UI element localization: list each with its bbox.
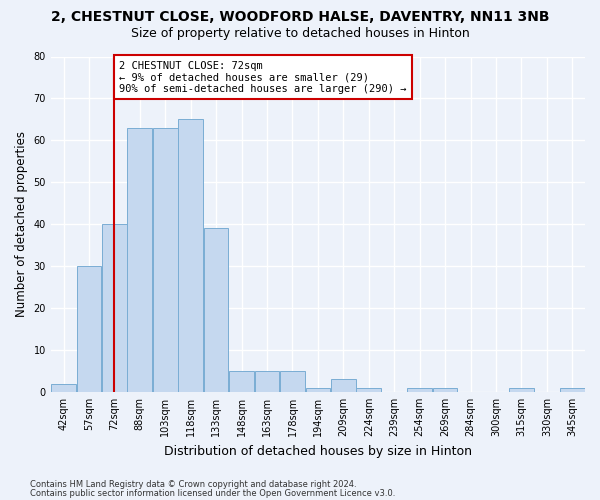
Bar	[178, 120, 203, 392]
Bar	[102, 224, 127, 392]
Text: Size of property relative to detached houses in Hinton: Size of property relative to detached ho…	[131, 28, 469, 40]
Text: 2, CHESTNUT CLOSE, WOODFORD HALSE, DAVENTRY, NN11 3NB: 2, CHESTNUT CLOSE, WOODFORD HALSE, DAVEN…	[51, 10, 549, 24]
Bar	[331, 380, 356, 392]
Bar	[77, 266, 101, 392]
X-axis label: Distribution of detached houses by size in Hinton: Distribution of detached houses by size …	[164, 444, 472, 458]
Bar	[356, 388, 381, 392]
Bar	[433, 388, 457, 392]
Bar	[229, 371, 254, 392]
Bar	[560, 388, 584, 392]
Text: 2 CHESTNUT CLOSE: 72sqm
← 9% of detached houses are smaller (29)
90% of semi-det: 2 CHESTNUT CLOSE: 72sqm ← 9% of detached…	[119, 60, 407, 94]
Bar	[51, 384, 76, 392]
Bar	[509, 388, 534, 392]
Bar	[204, 228, 229, 392]
Text: Contains HM Land Registry data © Crown copyright and database right 2024.: Contains HM Land Registry data © Crown c…	[30, 480, 356, 489]
Bar	[127, 128, 152, 392]
Text: Contains public sector information licensed under the Open Government Licence v3: Contains public sector information licen…	[30, 489, 395, 498]
Y-axis label: Number of detached properties: Number of detached properties	[15, 131, 28, 317]
Bar	[305, 388, 330, 392]
Bar	[254, 371, 280, 392]
Bar	[407, 388, 432, 392]
Bar	[153, 128, 178, 392]
Bar	[280, 371, 305, 392]
